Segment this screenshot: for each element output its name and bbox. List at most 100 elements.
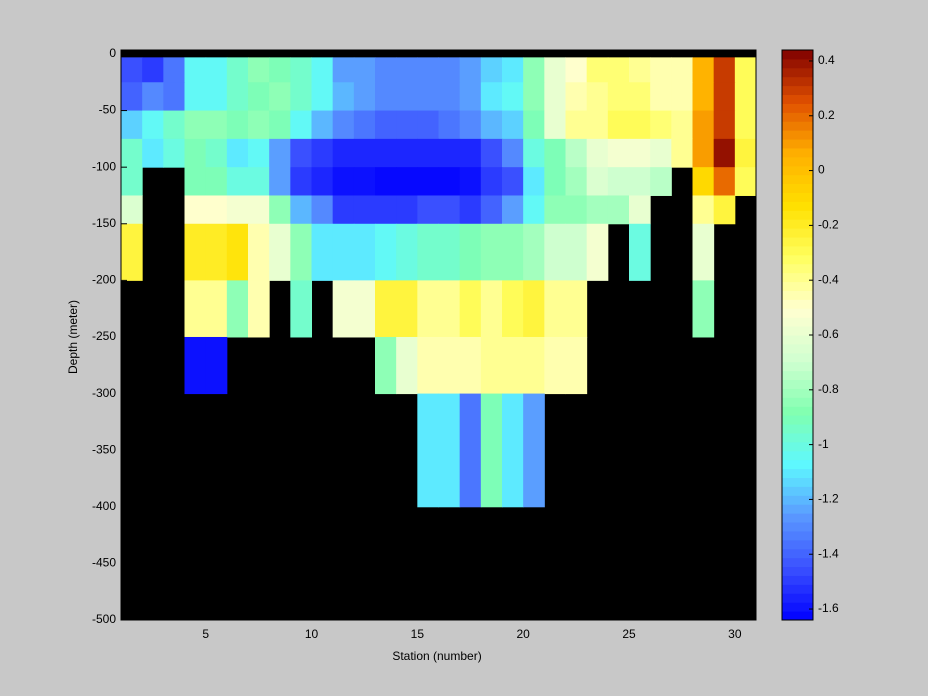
- cell: [480, 138, 503, 168]
- cell: [311, 195, 334, 225]
- colorbar-swatch: [782, 352, 813, 363]
- colorbar-tick-label: 0.2: [818, 108, 835, 122]
- cell: [417, 336, 439, 395]
- cell: [629, 223, 651, 281]
- cell: [396, 280, 418, 338]
- colorbar-tick-label: -1.2: [818, 492, 839, 506]
- cell: [269, 195, 291, 225]
- cell: [459, 336, 482, 395]
- cell: [353, 280, 376, 338]
- colorbar-swatch: [782, 539, 813, 550]
- cell: [184, 110, 207, 140]
- cell: [184, 82, 207, 112]
- cell: [459, 195, 482, 225]
- cell: [121, 57, 143, 83]
- cell: [502, 167, 524, 196]
- cell: [311, 167, 334, 196]
- cell: [205, 223, 228, 281]
- colorbar-swatch: [782, 317, 813, 327]
- cell: [459, 57, 482, 83]
- colorbar-swatch: [782, 50, 813, 60]
- cell: [523, 82, 545, 112]
- colorbar-swatch: [782, 67, 813, 78]
- cell: [713, 110, 736, 140]
- cell: [269, 110, 291, 140]
- cell: [502, 82, 524, 112]
- cell: [375, 82, 397, 112]
- cell: [353, 57, 376, 83]
- cell: [523, 393, 545, 508]
- cell: [248, 195, 270, 225]
- cell: [480, 195, 503, 225]
- cell: [544, 195, 566, 225]
- cell: [438, 138, 461, 168]
- cell: [650, 57, 672, 83]
- cell: [375, 110, 397, 140]
- cell: [734, 138, 757, 168]
- x-tick-label: 10: [305, 627, 319, 641]
- colorbar-swatch: [782, 575, 813, 585]
- y-tick-label: -150: [92, 216, 116, 230]
- cell: [142, 82, 164, 112]
- colorbar-tick-label: -0.4: [818, 272, 839, 286]
- colorbar-tick-label: -0.2: [818, 218, 839, 232]
- colorbar-swatch: [782, 308, 813, 318]
- cell: [226, 167, 249, 196]
- cell: [226, 110, 249, 140]
- colorbar-swatch: [782, 94, 813, 104]
- colorbar-swatch: [782, 530, 813, 541]
- cell: [544, 138, 566, 168]
- cell: [226, 138, 249, 168]
- colorbar-swatch: [782, 611, 813, 621]
- cell: [480, 393, 503, 508]
- y-tick-label: -450: [92, 556, 116, 570]
- cell: [353, 138, 376, 168]
- cell: [163, 57, 185, 83]
- colorbar-tick-label: -0.6: [818, 327, 839, 341]
- colorbar-swatch: [782, 121, 813, 131]
- y-tick-label: -100: [92, 159, 116, 173]
- cell: [375, 336, 397, 395]
- cell: [607, 82, 630, 112]
- cell: [502, 223, 524, 281]
- cell: [269, 82, 291, 112]
- cell: [438, 195, 461, 225]
- cell: [502, 280, 524, 338]
- colorbar-tick-label: -1: [818, 437, 829, 451]
- cell: [142, 57, 164, 83]
- colorbar-swatch: [782, 343, 813, 354]
- cell: [121, 167, 143, 196]
- colorbar-swatch: [782, 112, 813, 122]
- cell: [607, 167, 630, 196]
- cell: [417, 393, 439, 508]
- y-tick-label: 0: [109, 46, 116, 60]
- cell: [290, 110, 312, 140]
- colorbar-tick-label: 0.4: [818, 53, 835, 67]
- cell: [121, 110, 143, 140]
- cell: [163, 110, 185, 140]
- cell: [375, 138, 397, 168]
- colorbar-swatch: [782, 272, 813, 283]
- colorbar-swatch: [782, 192, 813, 202]
- cell: [205, 336, 228, 395]
- colorbar-swatch: [782, 557, 813, 568]
- cell: [438, 110, 461, 140]
- colorbar-swatch: [782, 201, 813, 211]
- cell: [650, 167, 672, 196]
- cell: [248, 82, 270, 112]
- cell: [565, 138, 588, 168]
- cell: [629, 57, 651, 83]
- cell: [269, 57, 291, 83]
- colorbar-swatch: [782, 290, 813, 300]
- cell: [692, 195, 715, 225]
- cell: [248, 167, 270, 196]
- cell: [417, 82, 439, 112]
- cell: [163, 82, 185, 112]
- colorbar-swatch: [782, 299, 813, 309]
- colorbar-swatch: [782, 602, 813, 612]
- cell: [565, 110, 588, 140]
- x-tick-label: 15: [411, 627, 425, 641]
- cell: [248, 138, 270, 168]
- cell: [205, 110, 228, 140]
